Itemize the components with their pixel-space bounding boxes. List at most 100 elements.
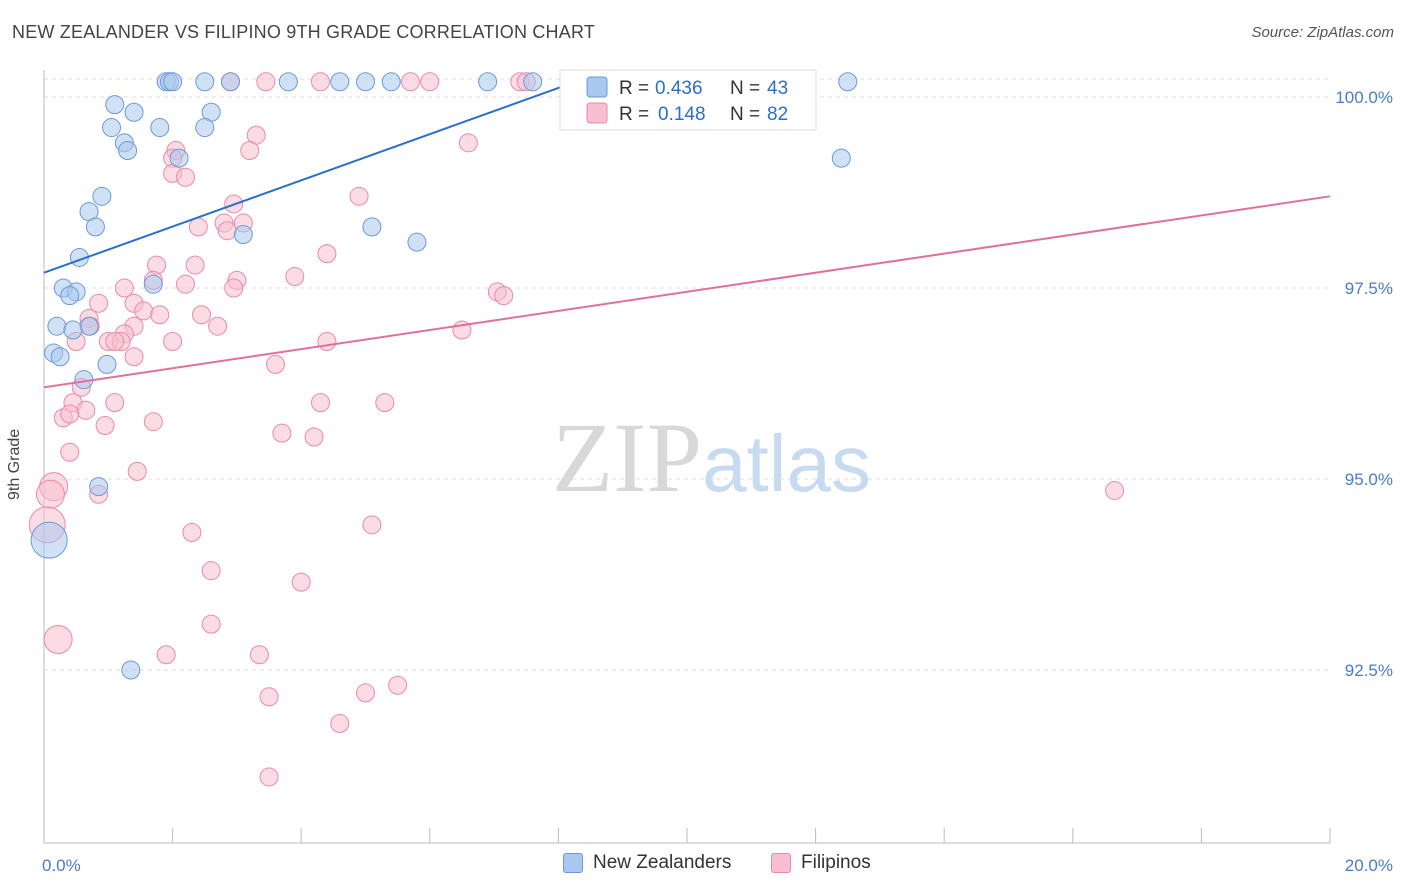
filipinos-point-63 [304,427,324,447]
filipinos-point-22 [317,244,337,264]
filipinos-point-33 [89,293,109,313]
filipinos-point-4 [420,72,440,92]
filipinos-point-3 [401,72,421,92]
legend-r-label-2: R = [619,104,649,125]
bottom-legend: New Zealanders Filipinos [0,852,1406,878]
new-zealanders-point-7 [356,72,375,92]
new-zealanders-point-27 [407,232,427,252]
x-tick-label-0: 0.0% [42,856,81,875]
new-zealanders-point-10 [523,72,543,92]
filipinos-point-30 [224,278,244,298]
new-zealanders-point-24 [85,217,105,237]
new-zealanders-point-8 [381,72,401,92]
new-zealanders-point-38 [97,354,117,374]
filipinos-point-16 [349,186,369,206]
new-zealanders-point-12 [105,95,125,115]
x-tick-label-1: 20.0% [1345,856,1393,875]
bottom-legend-new-zealanders[interactable]: New Zealanders [563,852,731,874]
y-tick-label-3: 92.5% [1345,661,1393,680]
filipinos-point-1 [256,72,276,92]
filipinos-point-74 [291,572,311,592]
filipinos-point-25 [285,267,305,287]
filipinos-point-61 [95,416,115,436]
legend-n-label-2: N = [730,104,760,125]
filipinos-point-56 [375,393,395,413]
new-zealanders-point-35 [63,320,83,340]
filipinos-point-54 [105,393,125,413]
filipinos-point-12 [240,140,260,160]
new-zealanders-point-32 [143,274,163,294]
filipinos-trend-line [43,195,1331,389]
filipinos-point-69 [1105,480,1125,500]
new-zealanders-point-9 [478,72,498,92]
new-zealanders-point-11 [838,72,858,92]
axes [43,70,1331,844]
filipinos-point-73 [201,561,221,581]
filipinos-point-81 [259,687,279,707]
new-zealanders-point-20 [169,148,189,168]
new-zealanders-point-6 [330,72,350,92]
new-zealanders-point-41 [30,521,68,559]
legend-r-value-1: 0.436 [655,78,703,99]
new-zealanders-point-13 [124,102,144,122]
filipinos-point-46 [105,331,125,351]
new-zealanders-trend-line [43,73,598,274]
filipinos-point-60 [143,412,163,432]
legend-r-value-2: 0.148 [658,104,706,125]
watermark-zip: ZIP [552,402,702,513]
filipinos-point-65 [127,461,147,481]
new-zealanders-point-4 [220,72,240,92]
legend-label-new-zealanders: New Zealanders [593,852,732,873]
filipinos-point-59 [60,404,80,424]
filipinos-point-21 [217,221,237,241]
filipinos-point-62 [272,423,292,443]
filipinos-points [28,72,1125,787]
filipinos-point-83 [259,767,279,787]
filipinos-point-28 [175,274,195,294]
filipinos-point-78 [249,645,269,665]
new-zealanders-point-34 [47,316,67,336]
filipinos-point-71 [182,522,202,542]
filipinos-point-37 [150,305,170,325]
legend-box: R = 0.436 N = 43 R = 0.148 N = 82 [559,69,817,131]
filipinos-point-32 [494,286,514,306]
filipinos-point-51 [265,354,285,374]
filipinos-point-2 [310,72,330,92]
new-zealanders-point-19 [118,140,138,160]
legend-n-value-2: 82 [767,104,788,125]
new-zealanders-point-22 [92,186,112,206]
filipinos-point-15 [175,167,195,187]
new-zealanders-point-42 [121,660,141,680]
filipinos-point-76 [43,624,73,654]
source-label: Source: ZipAtlas.com [1251,24,1394,41]
grid-lines [44,78,1330,671]
filipinos-point-55 [310,393,330,413]
filipinos-point-50 [124,347,144,367]
new-zealanders-point-25 [362,217,382,237]
new-zealanders-point-21 [831,148,851,168]
filipinos-point-70 [362,515,382,535]
new-zealanders-point-33 [79,316,99,336]
new-zealanders-point-3 [195,72,215,92]
filipinos-point-38 [192,305,212,325]
filipinos-point-10 [458,133,478,153]
legend-swatch-pink [586,102,608,124]
filipinos-point-79 [388,675,408,695]
y-tick-label-1: 97.5% [1345,279,1393,298]
legend-r-label-1: R = [619,78,649,99]
legend-label-filipinos: Filipinos [801,852,871,873]
new-zealanders-point-26 [233,225,253,245]
y-tick-label-0: 100.0% [1335,88,1393,107]
legend-swatch-blue [586,76,608,98]
bottom-legend-filipinos[interactable]: Filipinos [771,852,871,874]
filipinos-point-35 [134,301,154,321]
new-zealanders-point-15 [102,118,122,138]
tick-labels: 100.0% 97.5% 95.0% 92.5% 0.0% 20.0% [42,88,1393,875]
filipinos-point-29 [114,278,134,298]
new-zealanders-point-17 [195,118,215,138]
new-zealanders-point-16 [150,118,170,138]
legend-swatch-new-zealanders [563,853,583,873]
new-zealanders-point-5 [278,72,298,92]
filipinos-point-48 [163,331,183,351]
